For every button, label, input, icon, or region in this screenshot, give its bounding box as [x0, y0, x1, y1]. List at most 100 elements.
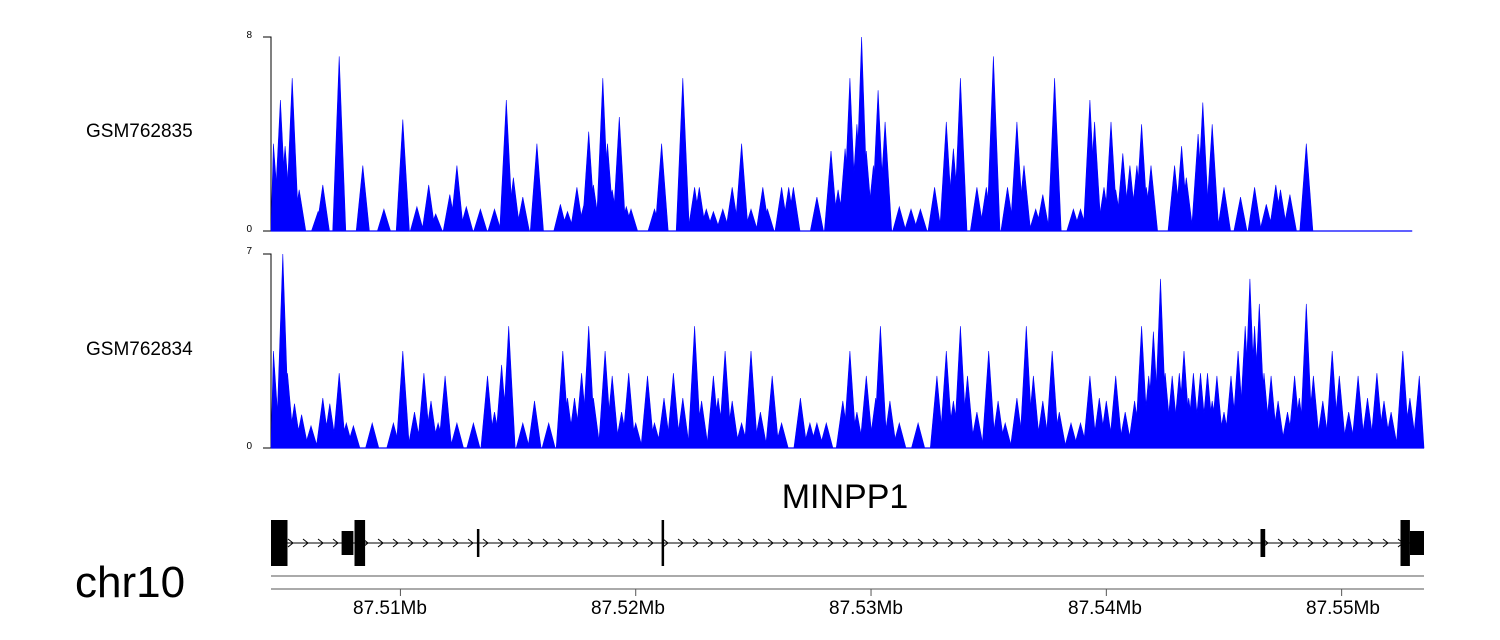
signal-peak — [529, 143, 544, 232]
signal-peak — [734, 143, 749, 232]
strand-arrow — [1202, 538, 1209, 548]
signal-peak — [1247, 187, 1262, 232]
strand-arrow — [827, 538, 834, 548]
signal-peak — [315, 184, 330, 232]
strand-arrow — [407, 538, 414, 548]
y-tick-top-track1: 8 — [246, 30, 252, 41]
strand-arrow — [1007, 538, 1014, 548]
signal-peak — [765, 375, 780, 449]
strand-arrow — [752, 538, 759, 548]
strand-arrow — [617, 538, 624, 548]
signal-peak — [1233, 197, 1248, 232]
x-tick-label: 87.53Mb — [829, 598, 903, 619]
strand-arrow — [932, 538, 939, 548]
x-tick-label: 87.55Mb — [1306, 598, 1380, 619]
x-tick-label: 87.52Mb — [591, 598, 665, 619]
strand-arrow — [962, 538, 969, 548]
strand-arrow — [797, 538, 804, 548]
signal-peak — [1205, 124, 1220, 232]
strand-arrow — [1082, 538, 1089, 548]
signal-peak — [892, 205, 907, 232]
strand-arrow — [1352, 538, 1359, 548]
strand-arrow — [1307, 538, 1314, 548]
strand-arrow — [977, 538, 984, 548]
signal-peak — [541, 421, 556, 449]
strand-arrow — [872, 538, 879, 548]
strand-arrow — [542, 538, 549, 548]
strand-arrow — [992, 538, 999, 548]
signal-peak — [473, 208, 488, 232]
signal-peak — [1282, 194, 1297, 232]
strand-arrow — [1127, 538, 1134, 548]
strand-arrow — [902, 538, 909, 548]
strand-arrow — [497, 538, 504, 548]
strand-arrow — [1187, 538, 1194, 548]
gene-exon — [661, 520, 665, 566]
signal-peak — [515, 421, 530, 449]
strand-arrow — [842, 538, 849, 548]
strand-arrow — [1292, 538, 1299, 548]
gene-exon — [341, 531, 354, 555]
strand-arrow — [947, 538, 954, 548]
strand-arrow — [392, 538, 399, 548]
signal-peak — [501, 326, 516, 449]
strand-arrow — [1367, 538, 1374, 548]
y-axis-line — [263, 253, 272, 449]
strand-arrow — [302, 538, 309, 548]
signal-peak — [675, 78, 690, 232]
strand-arrow — [1277, 538, 1284, 548]
signal-peak — [395, 119, 410, 232]
signal-peak — [1299, 143, 1314, 232]
strand-arrow — [1052, 538, 1059, 548]
gene-exon — [1260, 529, 1266, 557]
signal-peak — [449, 421, 464, 449]
signal-peak — [1035, 194, 1050, 232]
strand-arrow — [1022, 538, 1029, 548]
strand-arrow — [782, 538, 789, 548]
strand-arrow — [737, 538, 744, 548]
strand-arrow — [917, 538, 924, 548]
signal-peak — [449, 165, 464, 232]
strand-arrow — [1322, 538, 1329, 548]
strand-arrow — [1247, 538, 1254, 548]
strand-arrow — [662, 538, 669, 548]
strand-arrow — [587, 538, 594, 548]
strand-arrow — [332, 538, 339, 548]
gene-exon — [1409, 531, 1424, 555]
strand-arrow — [1337, 538, 1344, 548]
signal-peak — [953, 78, 968, 232]
strand-arrow — [1232, 538, 1239, 548]
strand-arrow — [527, 538, 534, 548]
signal-peak — [911, 421, 926, 449]
track-label-gsm762834: GSM762834 — [86, 339, 193, 360]
y-tick-bottom-track1: 0 — [246, 224, 252, 235]
signal-tracks — [263, 36, 1425, 449]
gene-model — [271, 520, 1424, 566]
signal-peak — [487, 208, 502, 232]
signal-peak — [612, 116, 627, 232]
signal-peak — [1217, 187, 1231, 232]
signal-peak — [1412, 375, 1425, 449]
strand-arrow — [1097, 538, 1104, 548]
signal-peak — [986, 56, 1001, 232]
strand-arrow — [437, 538, 444, 548]
strand-arrow — [467, 538, 474, 548]
signal-peak — [466, 421, 481, 449]
signal-peak — [303, 424, 319, 449]
strand-arrow — [1172, 538, 1179, 548]
signal-peak — [527, 400, 542, 449]
strand-arrow — [1217, 538, 1224, 548]
signal-peak — [438, 375, 453, 449]
signal-peak — [376, 208, 391, 232]
strand-arrow — [422, 538, 429, 548]
signal-peak — [355, 165, 370, 232]
gene-name-label: MINPP1 — [781, 478, 909, 516]
strand-arrow — [647, 538, 654, 548]
signal-peak — [809, 197, 824, 232]
strand-arrow — [707, 538, 714, 548]
strand-arrow — [317, 538, 324, 548]
signal-peak — [675, 398, 690, 449]
strand-arrow — [1037, 538, 1044, 548]
signal-peak — [1047, 78, 1062, 232]
